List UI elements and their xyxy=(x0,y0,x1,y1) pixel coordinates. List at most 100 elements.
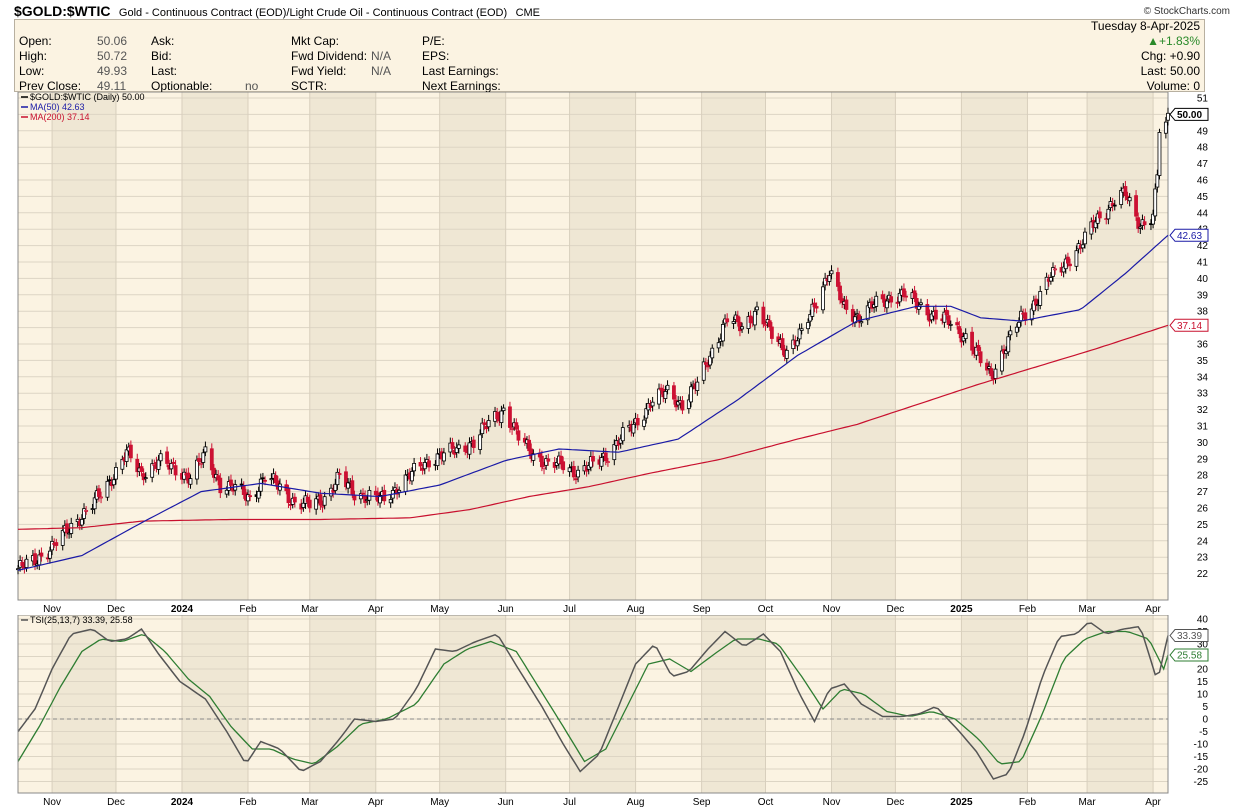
x-tick-label: Jul xyxy=(563,797,576,808)
candle-body xyxy=(663,391,668,399)
y-tick-label: -15 xyxy=(1194,752,1209,763)
candle-body xyxy=(603,452,608,461)
candle-body xyxy=(99,496,103,499)
candle-body xyxy=(1151,213,1155,225)
month-band xyxy=(52,615,116,793)
candle-body xyxy=(165,451,169,464)
y-tick-label: 22 xyxy=(1197,569,1209,580)
candle-body xyxy=(1048,277,1053,282)
y-tick-label: 25 xyxy=(1197,520,1209,531)
candle-body xyxy=(1093,221,1098,229)
candle-body xyxy=(346,482,350,489)
candle-body xyxy=(352,495,357,501)
candle-body xyxy=(865,305,870,321)
x-tick-label: May xyxy=(430,604,449,615)
tsi-legend: TSI(25,13,7) 33.39, 25.58 xyxy=(30,615,133,625)
tsi-signal-line xyxy=(17,630,1169,765)
y-tick-label: 39 xyxy=(1197,290,1209,301)
candle-body xyxy=(531,453,536,461)
y-tick-label: 32 xyxy=(1197,405,1209,416)
candle-body xyxy=(740,326,744,330)
month-band xyxy=(831,92,896,600)
candle-body xyxy=(1063,258,1068,270)
candle-body xyxy=(810,303,815,317)
candle-body xyxy=(970,331,974,351)
candle-body xyxy=(39,552,44,557)
x-tick-label: May xyxy=(430,797,449,808)
candle-body xyxy=(261,477,265,480)
candle-body xyxy=(33,553,37,566)
candle-body xyxy=(799,328,804,331)
candle-body xyxy=(84,510,89,512)
candle-body xyxy=(1106,208,1111,220)
quote-row: SCTR: xyxy=(291,79,327,93)
candle-body xyxy=(188,478,193,485)
symbol-description: Gold - Continuous Contract (EOD)/Light C… xyxy=(118,7,508,19)
candle-body xyxy=(976,345,981,351)
x-tick-label: Aug xyxy=(627,797,645,808)
x-tick-label: Nov xyxy=(43,604,61,615)
quote-row: Open: 50.06 xyxy=(19,34,128,48)
candle-body xyxy=(944,309,949,316)
candle-body xyxy=(1080,244,1085,249)
candle-body xyxy=(248,495,253,498)
symbol-title: $GOLD:$WTIC xyxy=(14,3,111,19)
x-tick-label: Dec xyxy=(887,604,905,615)
candle-body xyxy=(987,366,992,369)
candle-body xyxy=(844,299,849,310)
candle-body xyxy=(763,324,768,327)
candle-body xyxy=(767,320,772,328)
quote-col-1: Open: 50.06 High: 50.72 Low: 49.93 Prev Clo… xyxy=(19,34,139,94)
candle-body xyxy=(258,478,263,492)
candle-body xyxy=(769,326,774,339)
month-band xyxy=(1087,92,1154,600)
candle-body xyxy=(948,323,953,326)
x-tick-label: Oct xyxy=(758,604,774,615)
candle-body xyxy=(20,562,25,566)
candle-body xyxy=(361,492,365,495)
candle-body xyxy=(904,295,908,298)
quote-row: Bid: xyxy=(151,49,172,63)
candle-body xyxy=(993,368,998,379)
x-tick-label: 2025 xyxy=(950,604,973,615)
quote-row: Low: 49.93 xyxy=(19,64,128,78)
month-band xyxy=(439,92,506,600)
candle-body xyxy=(1112,204,1117,207)
candle-body xyxy=(1089,221,1094,235)
candle-body xyxy=(435,453,440,467)
candle-body xyxy=(212,467,216,478)
quote-row: Next Earnings: xyxy=(422,79,501,93)
candle-body xyxy=(631,423,636,434)
quote-row: Last Earnings: xyxy=(422,64,499,78)
y-tick-label: 20 xyxy=(1197,665,1209,676)
candle-body xyxy=(606,461,610,463)
candle-body xyxy=(418,462,423,467)
month-band xyxy=(569,615,636,793)
candle-body xyxy=(48,550,52,559)
quote-row: Optionable: no xyxy=(151,79,259,93)
candle-body xyxy=(286,488,291,504)
candle-body xyxy=(761,306,766,325)
candle-body xyxy=(897,292,902,303)
y-tick-label: 48 xyxy=(1197,143,1209,154)
candle-body xyxy=(322,496,327,506)
candle-body xyxy=(731,321,736,324)
candle-body xyxy=(1123,186,1128,197)
candle-body xyxy=(256,491,261,499)
y-tick-label: -25 xyxy=(1194,777,1209,788)
candle-body xyxy=(929,313,934,321)
candle-body xyxy=(933,309,938,320)
candle-body xyxy=(246,494,250,502)
candle-body xyxy=(344,471,348,488)
candle-body xyxy=(314,498,319,510)
tsi-chart: -25-20-15-10-50510152025303540NovDec2024… xyxy=(17,615,1209,808)
candle-body xyxy=(942,311,947,323)
candle-body xyxy=(567,467,572,473)
candle-body xyxy=(838,285,842,301)
candle-body xyxy=(333,483,338,491)
candle-body xyxy=(229,479,233,486)
candle-body xyxy=(226,481,231,491)
quote-panel: Open: 50.06 High: 50.72 Low: 49.93 Prev Clo… xyxy=(14,19,1205,94)
ma200-line xyxy=(17,324,1169,530)
tsi-plot-border xyxy=(17,615,1169,794)
